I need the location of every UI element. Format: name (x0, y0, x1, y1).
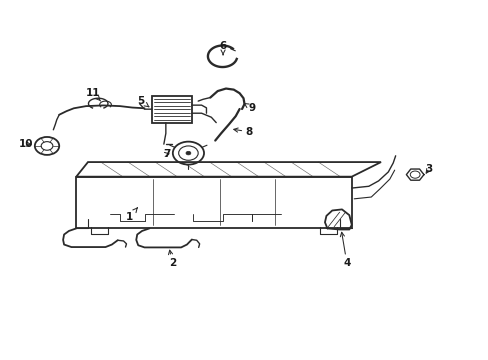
Text: 11: 11 (86, 88, 101, 101)
Text: 1: 1 (126, 208, 137, 221)
Text: 10: 10 (19, 139, 33, 149)
Bar (152, 96, 191, 123)
Circle shape (185, 151, 190, 155)
Text: 7: 7 (163, 149, 170, 159)
Text: 4: 4 (340, 232, 350, 268)
Text: 8: 8 (233, 127, 252, 137)
Text: 5: 5 (137, 96, 148, 107)
Text: 2: 2 (168, 250, 176, 268)
Text: 3: 3 (425, 164, 431, 174)
Text: 9: 9 (244, 103, 255, 113)
Text: 6: 6 (219, 41, 226, 55)
